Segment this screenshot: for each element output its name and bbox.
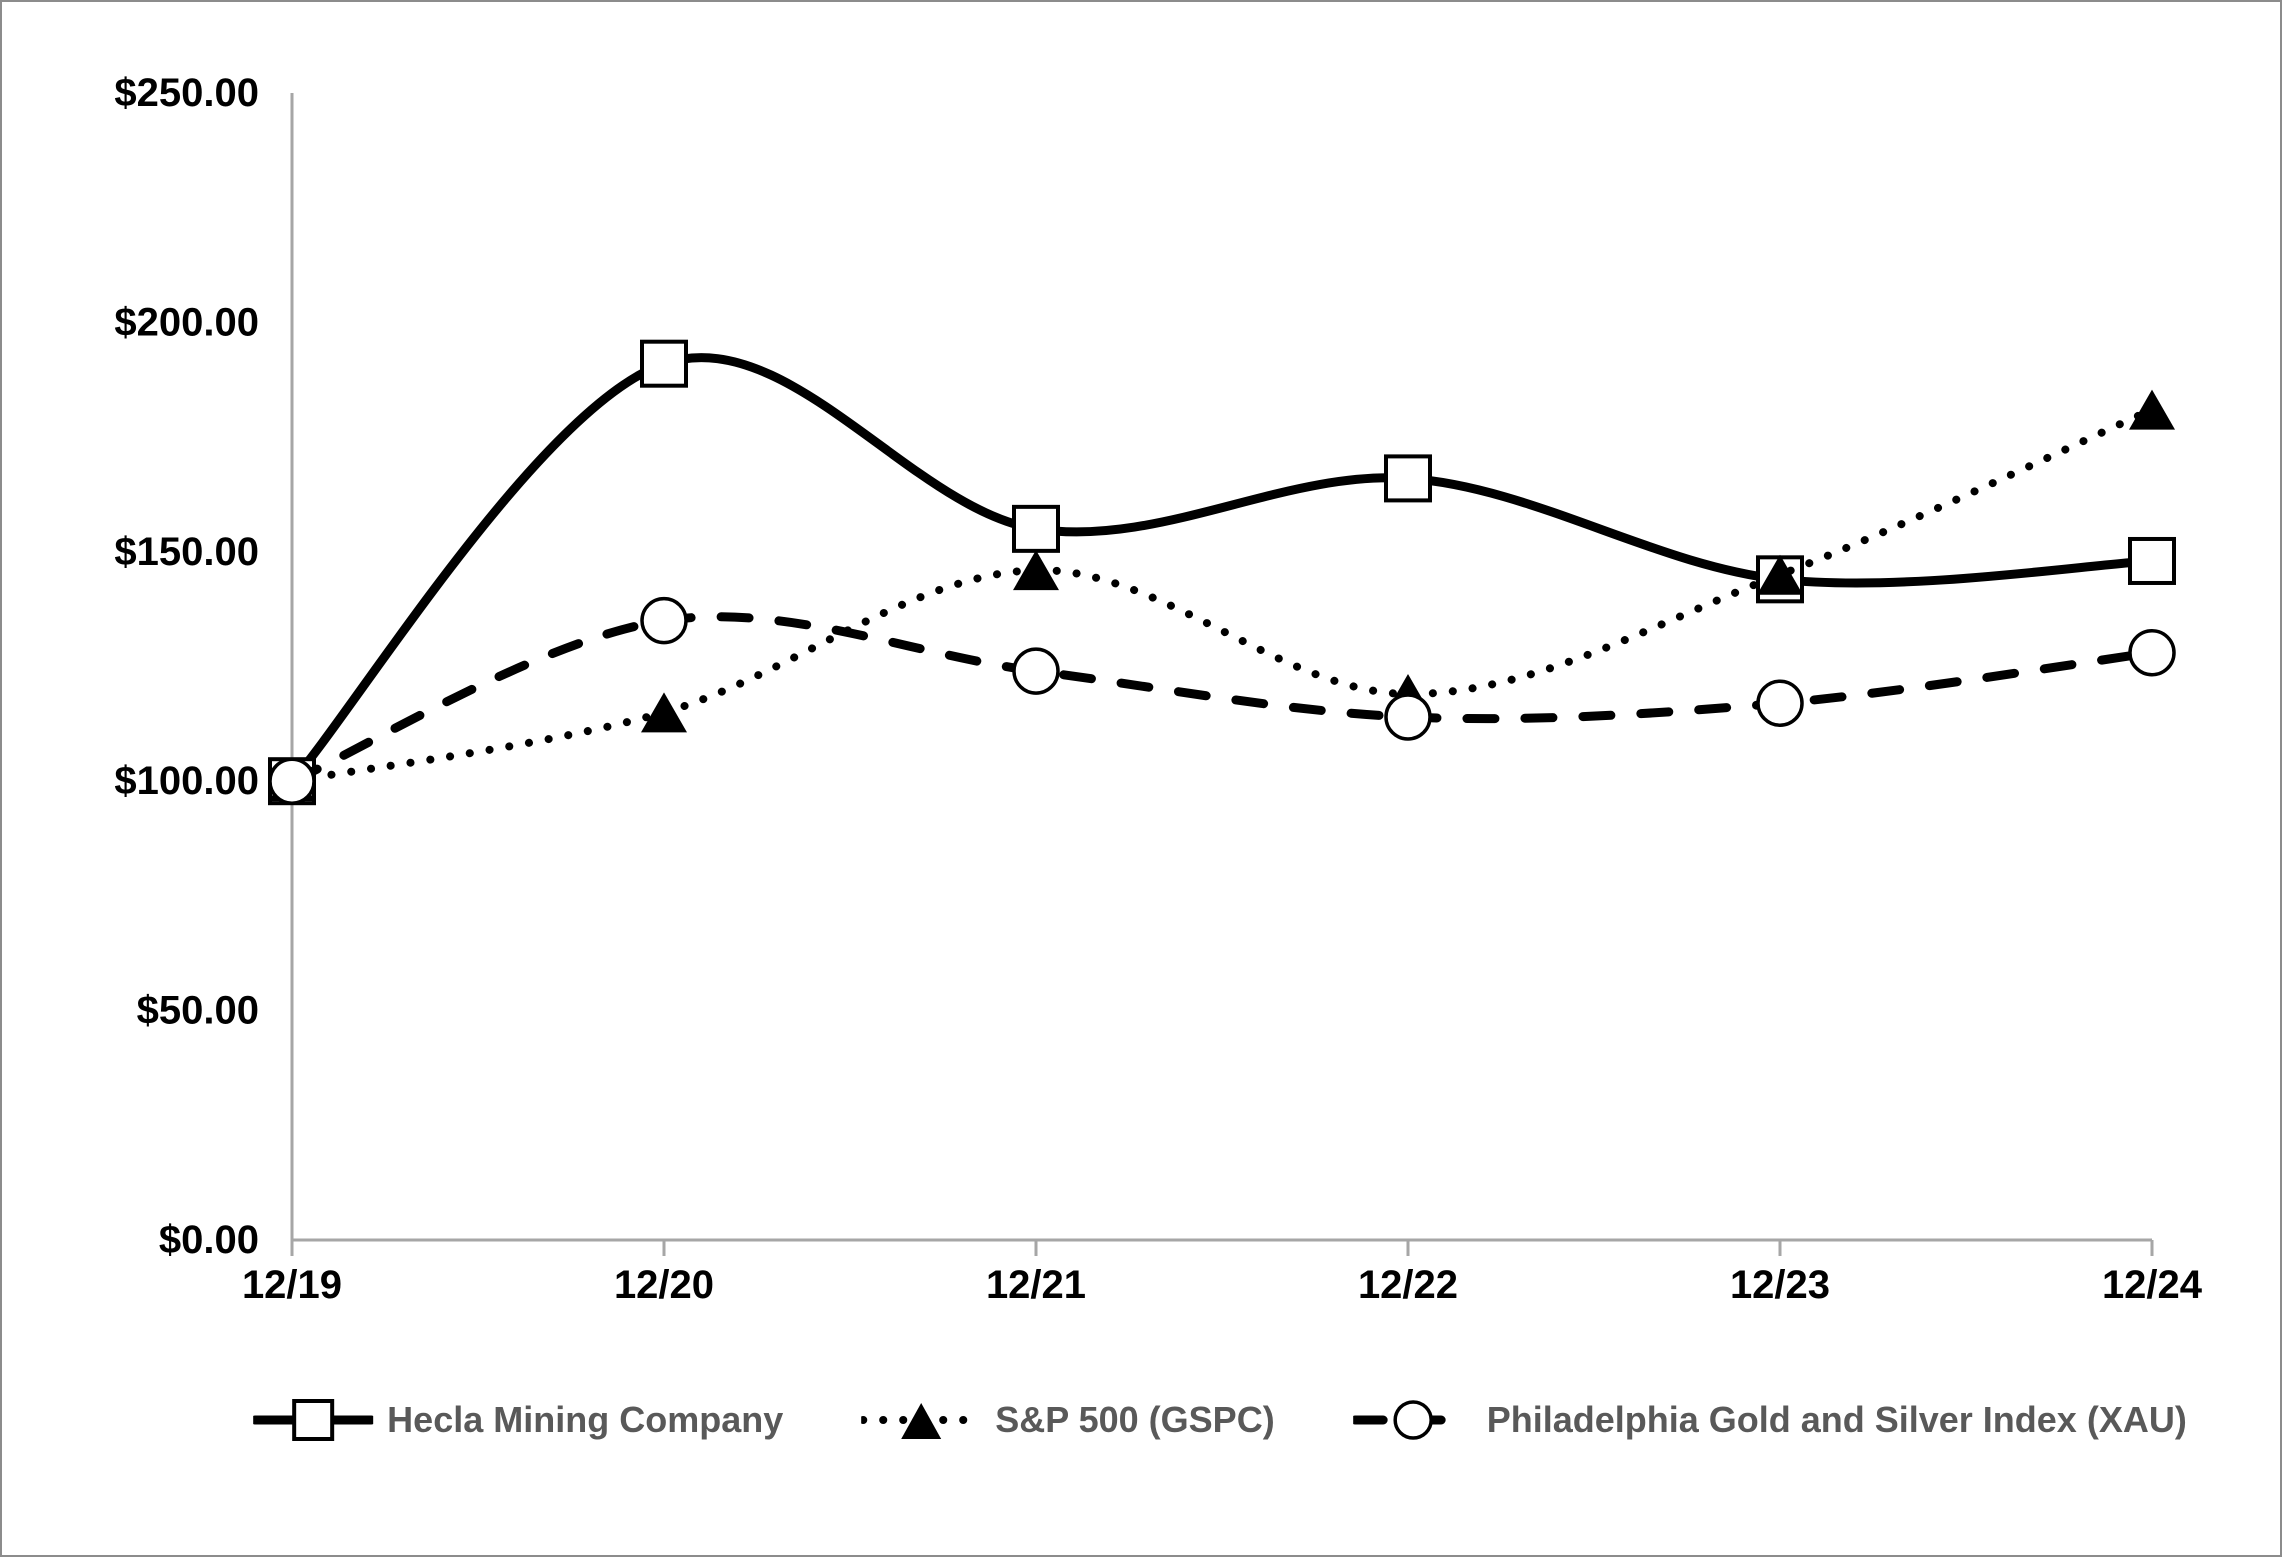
series-line-philadelphia-gold-and-silver-index-xau [287, 612, 2157, 786]
legend-item-philadelphia-gold-and-silver-index-xau: Philadelphia Gold and Silver Index (XAU) [1352, 1394, 2187, 1446]
x-axis-label: 12/23 [1730, 1263, 1830, 1307]
marker-square-icon [1012, 504, 1060, 553]
x-axis-label: 12/20 [614, 1263, 714, 1307]
marker-triangle-icon [1757, 554, 1803, 595]
legend-label: Philadelphia Gold and Silver Index (XAU) [1486, 1399, 2187, 1440]
marker-triangle-icon [641, 692, 687, 733]
marker-circle-icon [1012, 647, 1060, 695]
marker-square-icon [1384, 454, 1432, 503]
marker-circle-icon [2128, 628, 2176, 677]
series-line-hecla-mining-company [287, 353, 2157, 786]
marker-square-icon [2128, 536, 2176, 585]
marker-triangle-icon [2129, 389, 2175, 430]
x-axis-label: 12/22 [1358, 1263, 1458, 1307]
y-axis-label: $100.00 [114, 759, 259, 803]
y-axis-label: $150.00 [114, 530, 259, 574]
marker-circle-icon [640, 596, 688, 645]
series-s-p-500-gspc [269, 389, 2175, 802]
marker-triangle-icon [1013, 550, 1059, 591]
y-axis-label: $0.00 [159, 1218, 259, 1262]
legend-marker-circle-icon [1392, 1400, 1433, 1440]
x-axis-label: 12/21 [986, 1263, 1086, 1307]
marker-circle-icon [1756, 679, 1804, 727]
marker-circle-icon [268, 757, 316, 805]
legend-marker-square-icon [292, 1399, 335, 1441]
x-axis-label: 12/24 [2102, 1263, 2203, 1307]
legend-item-hecla-mining-company: Hecla Mining Company [253, 1394, 783, 1446]
marker-square-icon [640, 339, 688, 388]
legend-label: Hecla Mining Company [387, 1399, 784, 1440]
x-axis-label: 12/19 [242, 1263, 342, 1307]
y-axis-label: $50.00 [137, 989, 259, 1033]
series-hecla-mining-company [268, 339, 2176, 806]
legend-dotted-triangle-icon [861, 1403, 982, 1439]
legend-dashed-circle-icon [1352, 1400, 1473, 1440]
legend-item-s-p-500-gspc: S&P 500 (GSPC) [861, 1394, 1275, 1446]
chart-legend: Hecla Mining Company S&P 500 (GSPC) Philad… [253, 1394, 2187, 1446]
series-philadelphia-gold-and-silver-index-xau [268, 596, 2176, 805]
legend-solid-square-icon [253, 1399, 374, 1441]
y-axis-label: $250.00 [114, 71, 259, 115]
legend-label: S&P 500 (GSPC) [995, 1399, 1275, 1440]
legend-marker-triangle-icon [901, 1403, 942, 1439]
y-axis-label: $200.00 [114, 300, 259, 344]
marker-circle-icon [1384, 693, 1432, 741]
series-line-s-p-500-gspc [288, 405, 2156, 786]
